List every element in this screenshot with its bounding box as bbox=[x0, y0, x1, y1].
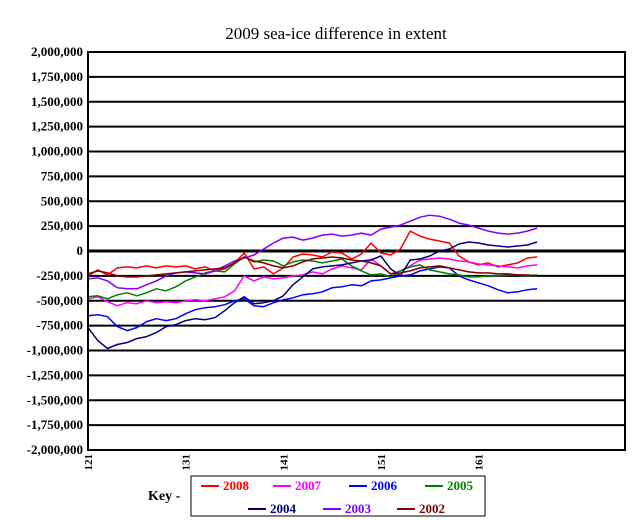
legend-label-2006: 2006 bbox=[371, 478, 398, 493]
y-tick-label: 250,000 bbox=[41, 218, 83, 233]
y-tick-label: 1,500,000 bbox=[31, 94, 83, 109]
legend-label-2002: 2002 bbox=[419, 501, 445, 516]
x-tick-label: 161 bbox=[474, 454, 486, 471]
series-line-2007 bbox=[87, 257, 538, 307]
plot-border bbox=[87, 51, 626, 451]
grid bbox=[88, 51, 625, 451]
y-tick-label: 2,000,000 bbox=[31, 44, 83, 59]
x-tick-label: 131 bbox=[181, 454, 193, 471]
y-tick-label: 1,750,000 bbox=[31, 69, 83, 84]
y-tick-label: 1,250,000 bbox=[31, 119, 83, 134]
legend-key-label: Key - bbox=[148, 489, 181, 504]
y-tick-label: 500,000 bbox=[41, 193, 83, 208]
y-tick-label: 0 bbox=[77, 243, 84, 258]
y-tick-label: -2,000,000 bbox=[27, 442, 83, 457]
legend-label-2008: 2008 bbox=[223, 478, 250, 493]
x-tick-label: 151 bbox=[376, 454, 388, 471]
x-tick-label: 121 bbox=[83, 454, 95, 471]
y-tick-labels: 2,000,000 1,750,000 1,500,000 1,250,000 1,00… bbox=[27, 44, 83, 457]
x-tick-labels: 121 131 141 151 161 bbox=[83, 454, 486, 471]
chart-title: 2009 sea-ice difference in extent bbox=[225, 24, 447, 43]
legend-label-2007: 2007 bbox=[295, 478, 322, 493]
y-tick-label: 1,000,000 bbox=[31, 144, 83, 159]
legend: 2008 2007 2006 2005 2004 2003 2002 bbox=[190, 475, 486, 517]
series-line-2002 bbox=[87, 256, 538, 278]
y-tick-label: 750,000 bbox=[41, 168, 83, 183]
series-line-2008 bbox=[87, 230, 538, 277]
legend-label-2003: 2003 bbox=[345, 501, 372, 516]
y-tick-label: -500,000 bbox=[36, 293, 83, 308]
y-tick-label: -250,000 bbox=[36, 268, 83, 283]
legend-label-2005: 2005 bbox=[447, 478, 474, 493]
series-lines bbox=[87, 214, 538, 350]
series-line-2003 bbox=[87, 214, 538, 290]
y-tick-label: -1,000,000 bbox=[27, 343, 83, 358]
legend-label-2004: 2004 bbox=[270, 501, 297, 516]
y-tick-label: -750,000 bbox=[36, 318, 83, 333]
y-tick-label: -1,250,000 bbox=[27, 367, 83, 382]
y-tick-label: -1,750,000 bbox=[27, 417, 83, 432]
series-line-2005 bbox=[87, 256, 538, 300]
y-tick-label: -1,500,000 bbox=[27, 392, 83, 407]
series-line-2004 bbox=[87, 241, 538, 350]
series-line-2006 bbox=[87, 266, 538, 332]
x-tick-label: 141 bbox=[278, 454, 290, 471]
